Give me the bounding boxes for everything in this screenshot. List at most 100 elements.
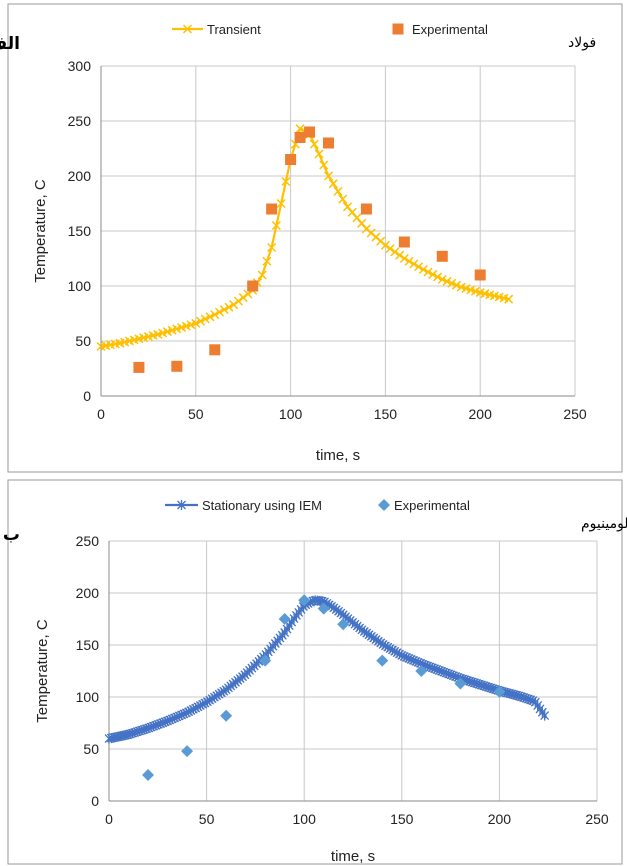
data-point [259, 654, 272, 667]
legend-label: Stationary using IEM [202, 498, 322, 513]
series-marker [314, 149, 324, 159]
data-point [360, 203, 372, 215]
series-marker [418, 264, 428, 275]
series-marker [319, 160, 329, 170]
y-axis-label: Temperature, C [32, 179, 49, 283]
data-point [278, 613, 291, 625]
series-marker [437, 274, 447, 284]
data-point [298, 594, 311, 607]
legend: Stationary using IEM Experimental [165, 498, 470, 513]
series-marker [447, 278, 457, 288]
chart-panel-top: 0 50 100 150 200 250 300 0 50 100 150 200 250 time, s… [0, 3, 623, 473]
x-axis-label: time, s [316, 447, 360, 464]
aluminium-temperature-chart: 0 50 100 150 200 250 0 50 100 150 200 250 time, s Tem… [3, 479, 627, 865]
series-marker [267, 242, 277, 253]
y-tick-label: 200 [76, 585, 100, 601]
data-point [398, 236, 410, 248]
data-point [266, 203, 278, 215]
series-marker [504, 294, 514, 304]
legend-point-swatch [378, 499, 390, 511]
legend: Transient Experimental [172, 22, 488, 37]
data-point [317, 602, 330, 615]
series-points-1 [142, 594, 506, 781]
series-marker [442, 276, 452, 286]
panel-tag: ب [3, 525, 20, 545]
series-line-0 [104, 595, 550, 744]
chart-frame [7, 479, 623, 865]
series-marker [271, 220, 281, 231]
x-tick-label: 0 [105, 811, 113, 827]
series-marker [399, 253, 409, 264]
data-point [337, 618, 350, 631]
series-points-1 [133, 126, 486, 373]
series-marker [200, 314, 210, 324]
x-axis-label: time, s [331, 848, 375, 865]
series-marker [390, 247, 400, 257]
series-marker [338, 194, 348, 204]
series-line-path [100, 127, 509, 348]
x-tick-label: 100 [279, 406, 303, 422]
data-point [285, 154, 297, 165]
data-point [474, 269, 486, 281]
series-marker [295, 124, 305, 134]
panel-tag: الف [0, 34, 20, 54]
series-marker [262, 256, 272, 266]
legend-point-swatch [392, 23, 404, 35]
legend-line-marker [182, 24, 193, 34]
series-marker [238, 293, 248, 303]
series-marker [385, 244, 395, 254]
data-point [454, 677, 467, 690]
x-tick-label: 50 [188, 406, 204, 422]
series-marker [380, 240, 390, 250]
data-point [142, 769, 155, 781]
series-marker [328, 179, 338, 189]
y-tick-label: 300 [68, 58, 92, 74]
series-marker [309, 139, 319, 149]
series-marker [409, 259, 419, 269]
material-label: فولاد [568, 35, 596, 51]
series-marker [233, 296, 243, 306]
data-point [304, 126, 316, 138]
series-marker [191, 318, 201, 328]
y-tick-label: 0 [83, 388, 91, 404]
material-label: آلومینیوم [581, 515, 627, 532]
data-point [133, 361, 145, 373]
data-point [294, 132, 306, 143]
series-marker [423, 267, 433, 277]
series-marker [395, 250, 405, 260]
series-marker [214, 307, 225, 317]
y-tick-label: 100 [68, 278, 92, 294]
y-tick-label: 250 [68, 113, 92, 129]
data-point [376, 654, 389, 667]
x-tick-label: 250 [585, 811, 609, 827]
legend-label: Experimental [394, 498, 470, 513]
series-marker [428, 269, 438, 279]
data-point [415, 665, 428, 677]
gridlines [108, 540, 598, 802]
series-marker [433, 272, 443, 282]
y-tick-label: 200 [68, 168, 92, 184]
series-marker [281, 176, 291, 187]
x-tick-label: 200 [469, 406, 493, 422]
data-point [209, 344, 221, 356]
series-marker [210, 310, 220, 320]
x-tick-label: 150 [390, 811, 414, 827]
legend-label: Experimental [412, 22, 488, 37]
y-tick-label: 0 [91, 793, 99, 809]
y-tick-label: 250 [76, 533, 100, 549]
data-point [220, 709, 233, 722]
x-tick-label: 200 [488, 811, 512, 827]
y-tick-label: 50 [75, 333, 91, 349]
data-point [436, 250, 448, 262]
series-marker [205, 312, 215, 322]
steel-temperature-chart: 0 50 100 150 200 250 300 0 50 100 150 200 250 time, s… [0, 3, 623, 473]
series-marker [224, 302, 234, 312]
data-point [493, 685, 506, 698]
series-marker [404, 256, 414, 266]
x-tick-label: 100 [293, 811, 317, 827]
series-marker [276, 198, 286, 209]
chart-panel-bottom: 0 50 100 150 200 250 0 50 100 150 200 250 time, s Tem… [0, 478, 627, 866]
series-marker [257, 270, 267, 280]
y-tick-label: 150 [76, 637, 100, 653]
series-marker [229, 300, 239, 310]
